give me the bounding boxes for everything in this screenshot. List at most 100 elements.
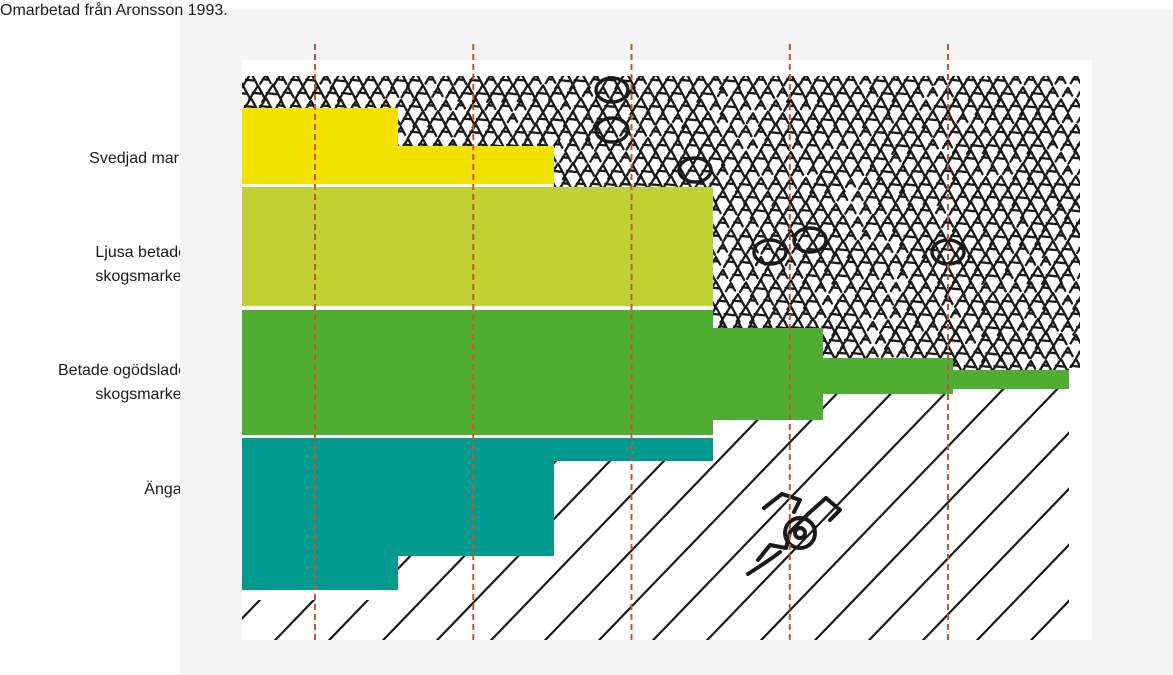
tree-stroke	[1040, 265, 1063, 286]
tree-stroke	[866, 320, 879, 332]
tree-stroke	[806, 164, 819, 176]
tree-stroke	[831, 239, 853, 259]
tree-stroke	[661, 97, 680, 114]
tree-stroke	[923, 214, 941, 231]
tree-stroke	[1006, 228, 1024, 244]
tree-stroke	[708, 124, 723, 138]
tree-stroke	[1061, 164, 1074, 176]
tree-stroke	[873, 280, 888, 294]
tree-stroke	[675, 76, 695, 89]
tree-stroke	[802, 292, 822, 310]
tree-stroke	[851, 216, 864, 228]
tree-stroke	[869, 76, 891, 90]
tree-stroke	[968, 266, 986, 283]
tree-stroke	[855, 253, 875, 271]
hatch-line	[579, 389, 851, 640]
tree-stroke	[511, 76, 529, 88]
tree-clump	[594, 116, 630, 144]
tree-stroke	[514, 99, 527, 111]
tree-stroke	[887, 202, 904, 217]
tree-stroke	[934, 203, 947, 215]
tree-stroke	[471, 83, 493, 103]
hatch-line	[957, 389, 1069, 640]
tree-stroke	[713, 293, 731, 309]
tree-stroke	[866, 86, 879, 98]
tree-stroke	[989, 174, 1011, 194]
label-ljusa-betade-skogsmarker: Ljusa betade skogsmarker	[95, 244, 187, 285]
tree-stroke	[745, 112, 760, 125]
tree-stroke	[438, 99, 452, 112]
tree-stroke	[993, 281, 1007, 294]
tree-stroke	[970, 215, 985, 229]
tree-stroke	[1007, 98, 1024, 113]
tree-stroke	[465, 123, 485, 141]
tree-stroke	[659, 148, 681, 168]
tree-stroke	[528, 76, 542, 86]
tree-stroke	[572, 150, 588, 165]
tractor-hub	[793, 526, 807, 540]
tree-stroke	[746, 138, 759, 150]
tree-stroke	[831, 317, 853, 337]
tree-stroke	[1014, 111, 1031, 126]
tree-stroke	[749, 278, 771, 298]
tree-stroke	[1028, 111, 1046, 127]
tree-stroke	[1061, 294, 1074, 306]
tree-stroke	[817, 214, 837, 232]
tree-stroke	[798, 306, 813, 320]
tree-stroke	[847, 343, 868, 362]
tree-stroke	[542, 98, 559, 113]
tree-stroke	[926, 320, 939, 332]
tree-stroke	[744, 163, 760, 178]
tree-stroke	[917, 76, 934, 87]
tree-stroke	[895, 190, 910, 203]
tree-stroke	[768, 307, 783, 320]
tree-stroke	[787, 214, 807, 232]
tree-stroke	[814, 307, 827, 319]
tree-stroke	[815, 161, 838, 182]
tree-stroke	[722, 124, 738, 139]
tree-stroke	[921, 343, 943, 363]
tree-stroke	[1034, 330, 1056, 350]
tree-stroke	[1005, 201, 1025, 219]
tree-stroke	[998, 214, 1016, 231]
tree-stroke	[1013, 293, 1031, 309]
tree-stroke	[865, 267, 880, 281]
tree-stroke	[607, 162, 627, 180]
tree-stroke	[964, 333, 977, 345]
tree-stroke	[1076, 86, 1080, 98]
tree-stroke	[961, 98, 979, 114]
tree-stroke	[579, 163, 596, 178]
tree-stroke	[805, 111, 820, 125]
tree-stroke	[932, 306, 949, 321]
tree-stroke	[1004, 122, 1026, 142]
tree-stroke	[979, 281, 992, 293]
tree-stroke	[1035, 149, 1055, 167]
tree-stroke	[713, 137, 731, 153]
tree-stroke	[992, 202, 1009, 217]
tree-stroke	[866, 346, 879, 358]
tree-stroke	[914, 304, 936, 324]
tree-stroke	[907, 188, 927, 206]
tree-stroke	[757, 110, 777, 128]
tree-stroke	[723, 176, 738, 190]
tree-stroke	[572, 176, 588, 191]
tree-stroke	[933, 229, 947, 242]
tree-stroke	[630, 175, 650, 193]
tree-stroke	[805, 189, 820, 203]
tree-stroke	[857, 176, 873, 191]
tree-stroke	[842, 98, 858, 113]
tree-stroke	[1024, 255, 1037, 267]
tree-stroke	[1019, 96, 1041, 116]
tree-stroke	[988, 356, 1011, 370]
tree-stroke	[393, 98, 408, 112]
tree-stroke	[1022, 150, 1039, 165]
tree-stroke	[1039, 255, 1052, 267]
tree-stroke	[1050, 175, 1070, 193]
tree-stroke	[758, 137, 776, 153]
tree-stroke	[888, 228, 903, 242]
tree-stroke	[431, 86, 444, 98]
tractor-stroke	[762, 492, 802, 514]
tree-stroke	[1042, 162, 1062, 180]
tree-stroke	[405, 97, 425, 115]
tree-stroke	[746, 216, 759, 228]
